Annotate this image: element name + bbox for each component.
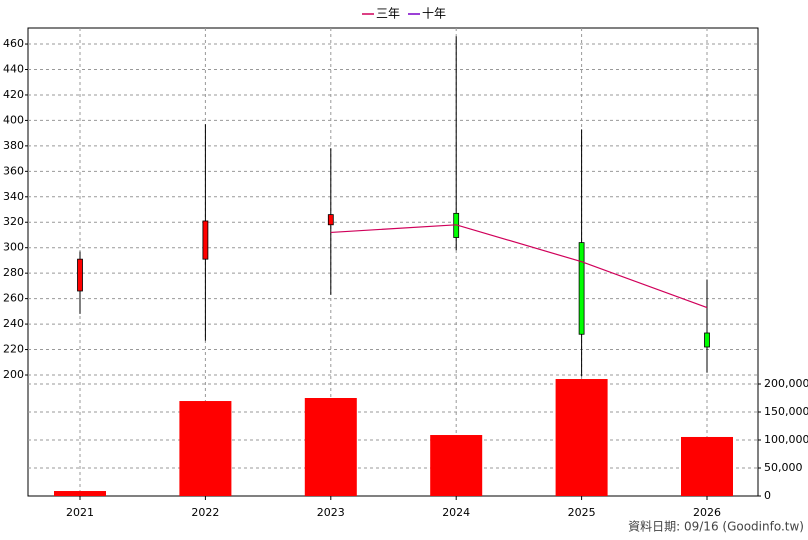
candle-body <box>327 214 334 226</box>
y-tick-label: 380 <box>3 139 24 152</box>
candle-body <box>704 332 710 348</box>
volume-bar <box>179 401 232 496</box>
x-tick-label: 2026 <box>693 506 721 519</box>
y-tick-label: 220 <box>3 343 24 356</box>
volume-bar <box>54 491 106 496</box>
plot-area <box>27 27 759 497</box>
legend-label: 十年 <box>422 7 446 21</box>
y2-tick-label: 100,000 <box>764 433 808 446</box>
volume-bar <box>555 379 608 496</box>
y-tick-label: 200 <box>3 368 24 381</box>
y-tick-label: 240 <box>3 317 24 330</box>
y-tick-label: 420 <box>3 88 24 101</box>
volume-bar <box>681 436 733 496</box>
ma-line <box>330 224 708 309</box>
y-tick-label: 400 <box>3 113 24 126</box>
volume-bar <box>304 398 357 496</box>
y-tick-label: 460 <box>3 37 24 50</box>
y2-tick-label: 0 <box>764 489 771 502</box>
x-tick-label: 2024 <box>442 506 470 519</box>
x-tick-label: 2023 <box>317 506 345 519</box>
y-tick-label: 360 <box>3 164 24 177</box>
y-tick-label: 260 <box>3 292 24 305</box>
y-tick-label: 300 <box>3 241 24 254</box>
y-tick-label: 440 <box>3 62 24 75</box>
x-tick-label: 2021 <box>66 506 94 519</box>
y2-tick-label: 200,000 <box>764 377 808 390</box>
y-tick-label: 340 <box>3 190 24 203</box>
y2-tick-label: 50,000 <box>764 461 803 474</box>
x-tick-label: 2022 <box>191 506 219 519</box>
legend-label: 三年 <box>376 7 400 21</box>
source-note: 資料日期: 09/16 (Goodinfo.tw) <box>628 520 804 534</box>
volume-bar <box>430 435 483 496</box>
y-tick-label: 320 <box>3 215 24 228</box>
y2-tick-label: 150,000 <box>764 405 808 418</box>
x-tick-label: 2025 <box>568 506 596 519</box>
candle-body <box>578 242 585 335</box>
y-tick-label: 280 <box>3 266 24 279</box>
candle-body <box>77 258 83 292</box>
candle-body <box>202 220 209 260</box>
